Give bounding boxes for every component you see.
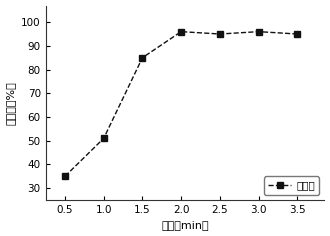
Line: 消解率: 消解率 xyxy=(62,29,300,179)
X-axis label: 时间（min）: 时间（min） xyxy=(161,220,209,230)
消解率 xyxy=(102,137,106,140)
消解率 xyxy=(295,33,299,35)
Y-axis label: 消解率（%）: 消解率（%） xyxy=(6,81,16,125)
Legend: 消解率: 消解率 xyxy=(264,177,319,195)
消解率 xyxy=(63,175,67,178)
消解率 xyxy=(257,30,261,33)
消解率 xyxy=(179,30,183,33)
消解率 xyxy=(141,56,145,59)
消解率 xyxy=(218,33,222,35)
